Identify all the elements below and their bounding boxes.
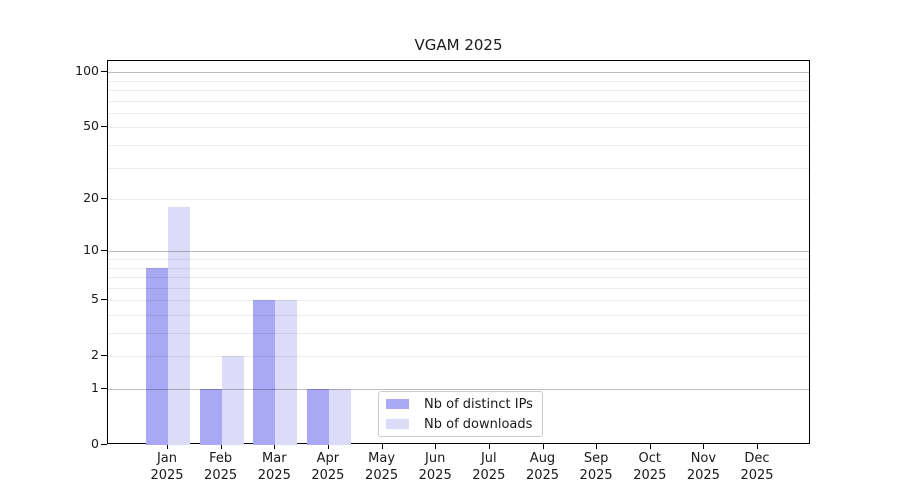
y-tick-label-100: 100 [75,63,99,79]
x-tick-label-oct: Oct 2025 [633,451,667,483]
legend-item-downloads: Nb of downloads [386,414,536,434]
y-tick-0 [101,444,107,445]
x-tick-label-jun: Jun 2025 [418,451,452,483]
x-tick-sep [596,444,598,449]
gridline-minor-70 [108,100,809,102]
x-tick-aug [542,444,544,449]
y-tick-label-1: 1 [91,380,99,395]
gridlines-layer [108,61,809,443]
gridline-minor-3 [108,333,809,334]
y-tick-2 [101,355,107,357]
gridline-minor-5 [108,300,809,302]
x-tick-label-sep: Sep 2025 [579,451,613,483]
plot-area [107,60,810,445]
x-tick-jul [488,444,490,449]
gridline-minor-30 [108,167,809,169]
bar-distinct-ips-jan [146,267,168,445]
gridline-minor-20 [108,199,809,201]
x-tick-label-feb: Feb 2025 [204,451,238,483]
legend: Nb of distinct IPs Nb of downloads [378,391,543,437]
y-tick-50 [101,126,107,128]
x-tick-nov [703,444,705,449]
x-tick-label-jan: Jan 2025 [150,451,184,483]
chart-title: VGAM 2025 [414,36,503,54]
y-tick-label-10: 10 [83,242,99,258]
bar-distinct-ips-apr [306,389,329,445]
gridline-minor-8 [108,267,809,269]
gridline-minor-6 [108,287,809,289]
bar-downloads-mar [275,300,298,445]
y-tick-100 [101,71,107,73]
gridline-minor-40 [108,145,809,146]
y-tick-label-20: 20 [83,190,99,206]
y-tick-label-5: 5 [91,291,99,307]
bars-layer [108,61,809,445]
x-tick-label-may: May 2025 [365,451,399,483]
bar-downloads-jan [168,207,190,445]
gridline-major-1 [108,389,809,390]
x-tick-label-dec: Dec 2025 [740,451,774,483]
gridline-major-100 [108,72,809,74]
y-tick-label-50: 50 [83,118,99,134]
x-tick-oct [649,444,651,449]
y-tick-label-0: 0 [91,436,99,451]
x-tick-label-nov: Nov 2025 [686,451,720,483]
x-tick-label-apr: Apr 2025 [311,451,345,483]
legend-item-distinct-ips: Nb of distinct IPs [386,394,536,414]
gridline-minor-9 [108,259,809,260]
x-tick-label-mar: Mar 2025 [257,451,291,483]
y-tick-label-2: 2 [91,347,99,363]
bar-downloads-apr [328,389,351,445]
x-tick-label-jul: Jul 2025 [472,451,506,483]
gridline-minor-60 [108,112,809,114]
legend-swatch-distinct-ips [386,399,409,409]
gridline-major-10 [108,251,809,253]
x-tick-apr [327,444,329,449]
gridline-minor-7 [108,277,809,278]
x-tick-label-aug: Aug 2025 [525,451,560,483]
x-tick-dec [757,444,758,449]
x-tick-may [381,444,383,449]
gridline-minor-90 [108,80,809,82]
x-tick-mar [274,444,276,449]
x-tick-jan [167,444,168,449]
legend-label-downloads: Nb of downloads [424,416,533,432]
legend-label-distinct-ips: Nb of distinct IPs [424,396,533,412]
gridline-minor-2 [108,356,809,358]
y-tick-1 [101,388,107,389]
gridline-minor-50 [108,127,809,129]
y-tick-20 [101,198,107,200]
bar-distinct-ips-feb [199,389,222,445]
bar-distinct-ips-mar [253,300,276,445]
gridline-minor-4 [108,315,809,316]
legend-swatch-downloads [386,419,409,429]
gridline-minor-80 [108,90,809,91]
bar-downloads-feb [221,356,244,445]
x-tick-feb [220,444,222,449]
y-tick-10 [101,250,107,252]
x-tick-jun [435,444,437,449]
y-tick-5 [101,299,107,301]
